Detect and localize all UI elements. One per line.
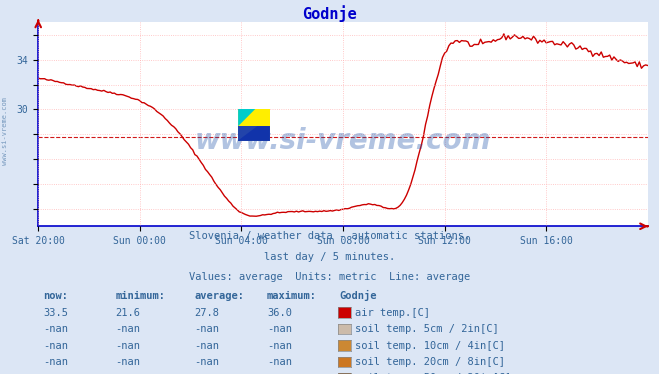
Text: -nan: -nan — [267, 324, 292, 334]
Text: -nan: -nan — [267, 341, 292, 350]
Polygon shape — [238, 109, 270, 126]
Text: 36.0: 36.0 — [267, 308, 292, 318]
Polygon shape — [238, 126, 270, 141]
Text: -nan: -nan — [194, 324, 219, 334]
Text: -nan: -nan — [43, 341, 68, 350]
Text: maximum:: maximum: — [267, 291, 317, 301]
Text: air temp.[C]: air temp.[C] — [355, 308, 430, 318]
Text: 27.8: 27.8 — [194, 308, 219, 318]
Text: -nan: -nan — [43, 357, 68, 367]
Text: -nan: -nan — [267, 357, 292, 367]
Text: -nan: -nan — [194, 341, 219, 350]
Text: 33.5: 33.5 — [43, 308, 68, 318]
Text: -nan: -nan — [115, 324, 140, 334]
Text: -nan: -nan — [194, 357, 219, 367]
Text: 21.6: 21.6 — [115, 308, 140, 318]
Text: soil temp. 10cm / 4in[C]: soil temp. 10cm / 4in[C] — [355, 341, 505, 350]
Text: Values: average  Units: metric  Line: average: Values: average Units: metric Line: aver… — [189, 273, 470, 282]
Text: average:: average: — [194, 291, 244, 301]
Text: -nan: -nan — [115, 357, 140, 367]
Text: Slovenia / weather data - automatic stations.: Slovenia / weather data - automatic stat… — [189, 232, 470, 241]
Text: Godnje: Godnje — [339, 290, 377, 301]
Text: Godnje: Godnje — [302, 4, 357, 22]
Polygon shape — [238, 126, 270, 141]
Text: last day / 5 minutes.: last day / 5 minutes. — [264, 252, 395, 262]
Polygon shape — [238, 109, 256, 126]
Text: -nan: -nan — [115, 341, 140, 350]
Text: minimum:: minimum: — [115, 291, 165, 301]
Text: soil temp. 5cm / 2in[C]: soil temp. 5cm / 2in[C] — [355, 324, 499, 334]
Text: now:: now: — [43, 291, 68, 301]
Text: www.si-vreme.com: www.si-vreme.com — [195, 127, 491, 155]
Text: -nan: -nan — [43, 324, 68, 334]
Text: soil temp. 20cm / 8in[C]: soil temp. 20cm / 8in[C] — [355, 357, 505, 367]
Text: www.si-vreme.com: www.si-vreme.com — [2, 97, 9, 165]
